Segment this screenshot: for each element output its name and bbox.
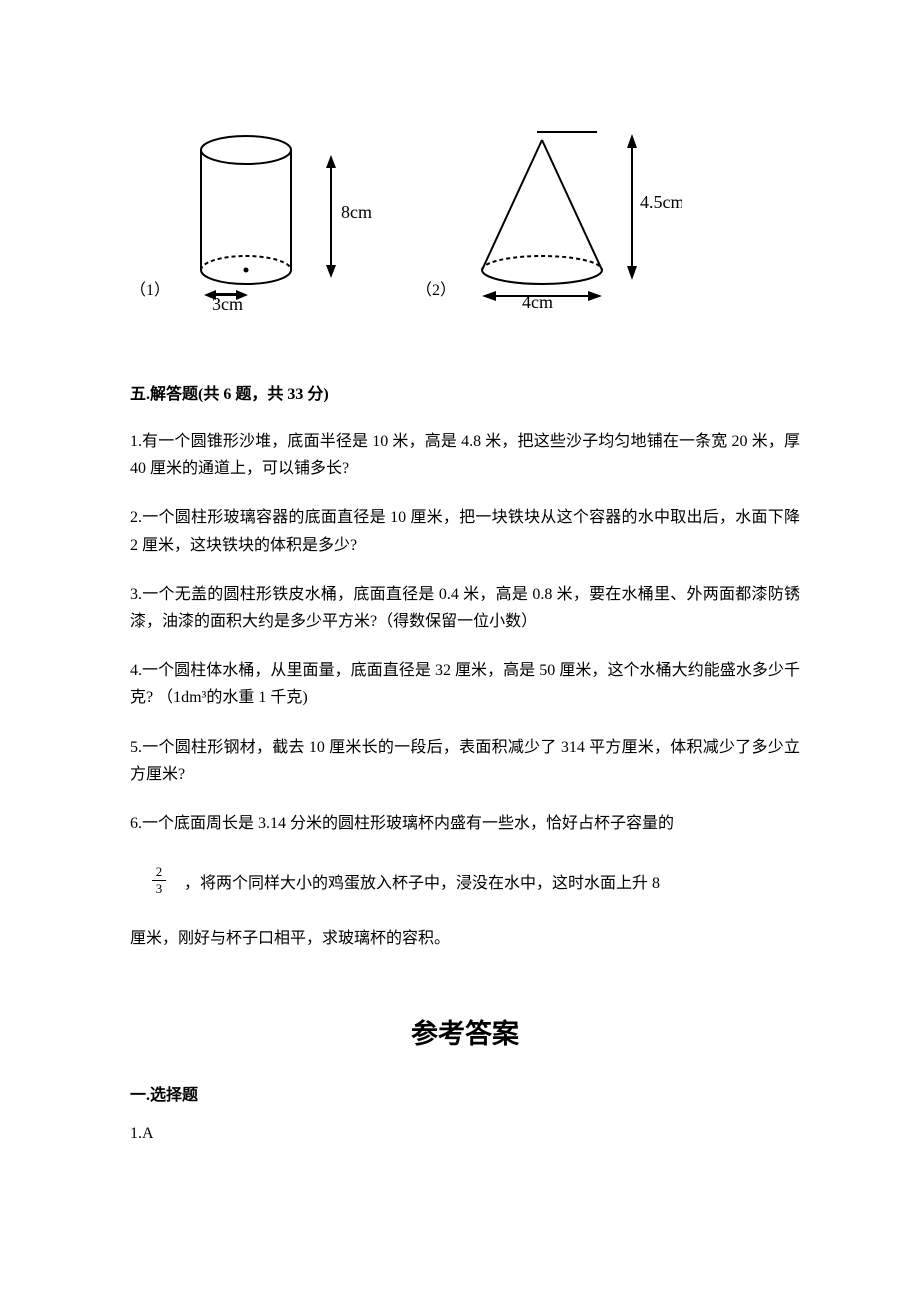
answer-1: 1.A	[130, 1125, 800, 1143]
cone-figure: 4.5cm 4cm	[462, 110, 682, 310]
section-5-header: 五.解答题(共 6 题，共 33 分)	[130, 380, 800, 404]
cylinder-figure: 8cm 3cm	[176, 110, 376, 310]
svg-text:4cm: 4cm	[522, 292, 553, 310]
svg-text:4.5cm: 4.5cm	[640, 192, 682, 212]
fraction-numerator: 2	[156, 865, 163, 879]
question-1: 1.有一个圆锥形沙堆，底面半径是 10 米，高是 4.8 米，把这些沙子均匀地铺…	[130, 428, 800, 482]
question-2: 2.一个圆柱形玻璃容器的底面直径是 10 厘米，把一块铁块从这个容器的水中取出后…	[130, 504, 800, 558]
question-6-part2: ，将两个同样大小的鸡蛋放入杯子中，浸没在水中，这时水面上升 8	[184, 869, 660, 893]
answers-title: 参考答案	[130, 1012, 800, 1051]
fraction-denominator: 3	[156, 882, 163, 896]
fraction-2-3: 2 3	[152, 865, 166, 897]
question-5: 5.一个圆柱形钢材，截去 10 厘米长的一段后，表面积减少了 314 平方厘米，…	[130, 734, 800, 788]
question-6-part1: 6.一个底面周长是 3.14 分米的圆柱形玻璃杯内盛有一些水，恰好占杯子容量的	[130, 810, 800, 837]
question-4: 4.一个圆柱体水桶，从里面量，底面直径是 32 厘米，高是 50 厘米，这个水桶…	[130, 657, 800, 711]
figure-1-label: （1）	[130, 276, 170, 300]
answers-section-1-header: 一.选择题	[130, 1081, 800, 1105]
question-3: 3.一个无盖的圆柱形铁皮水桶，底面直径是 0.4 米，高是 0.8 米，要在水桶…	[130, 581, 800, 635]
question-6-part3: 厘米，刚好与杯子口相平，求玻璃杯的容积。	[130, 925, 800, 952]
svg-text:8cm: 8cm	[341, 202, 372, 222]
svg-text:3cm: 3cm	[212, 294, 243, 310]
figure-2-label: （2）	[416, 276, 456, 300]
